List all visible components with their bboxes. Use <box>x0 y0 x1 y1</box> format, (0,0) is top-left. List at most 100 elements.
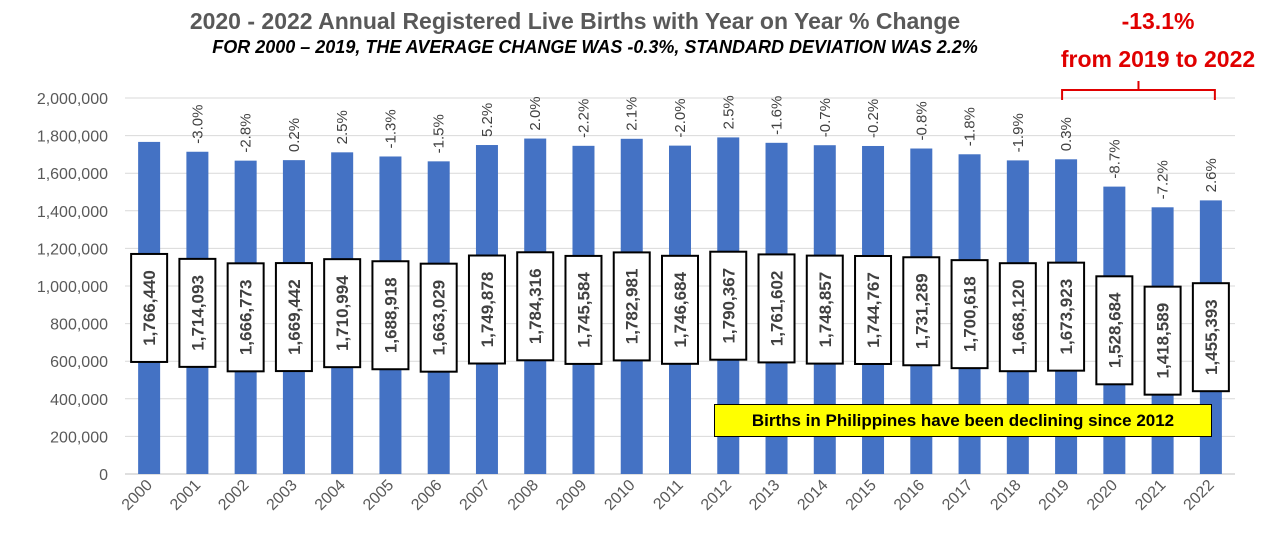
pct-change-label: -7.2% <box>1155 160 1172 199</box>
x-tick-label: 2003 <box>264 477 301 514</box>
pct-change-label: -0.8% <box>913 101 930 140</box>
value-label-box <box>178 257 217 368</box>
value-label: 1,700,618 <box>961 276 980 352</box>
x-tick-label: 2015 <box>843 477 880 514</box>
value-label-box <box>130 252 169 363</box>
pct-change-label: -2.2% <box>575 99 592 138</box>
pct-change-label: 0.3% <box>1058 117 1075 151</box>
value-label: 1,663,029 <box>430 280 449 356</box>
x-tick-label: 2022 <box>1181 477 1218 514</box>
pct-change-label: -2.8% <box>238 113 255 152</box>
pct-change-label: -0.7% <box>817 98 834 137</box>
value-label: 1,745,584 <box>574 272 593 348</box>
value-label-box <box>661 254 699 365</box>
value-label-box <box>950 259 989 370</box>
pct-change-label: 2.1% <box>624 97 641 131</box>
y-tick-label: 1,200,000 <box>37 241 108 258</box>
value-label-box <box>902 256 941 367</box>
value-label-box <box>1143 285 1182 396</box>
x-tick-label: 2002 <box>215 477 252 514</box>
value-label-box <box>1095 275 1134 386</box>
x-tick-label: 2013 <box>746 477 783 514</box>
callout-percent: -13.1% <box>1121 8 1195 34</box>
x-tick-label: 2007 <box>457 477 494 514</box>
x-axis: 2000 2001 2002 2003 2004 2005 2006 2007 2008 2009… <box>119 477 1218 514</box>
value-label: 1,784,316 <box>526 268 545 344</box>
y-tick-label: 800,000 <box>50 317 108 334</box>
value-label-box <box>323 258 362 369</box>
pct-change-label: 2.5% <box>334 110 351 144</box>
y-tick-label: 600,000 <box>50 354 108 371</box>
value-label-box <box>274 262 313 373</box>
x-tick-label: 2018 <box>987 477 1024 514</box>
y-axis: 0 200,000 400,000 600,000 800,000 1,000,000 1,… <box>37 91 108 484</box>
pct-change-label: -8.7% <box>1106 139 1123 178</box>
value-label: 1,782,981 <box>623 269 642 345</box>
value-label: 1,744,767 <box>864 272 883 348</box>
value-label: 1,749,878 <box>478 272 497 348</box>
value-label: 1,673,923 <box>1057 279 1076 355</box>
x-tick-label: 2014 <box>794 477 831 514</box>
value-label: 1,669,442 <box>285 279 304 355</box>
x-tick-label: 2001 <box>167 477 204 514</box>
chart-title: 2020 - 2022 Annual Registered Live Birth… <box>189 8 961 34</box>
value-label-box <box>516 251 555 362</box>
value-label-box <box>371 260 410 371</box>
value-label: 1,666,773 <box>237 280 256 356</box>
value-label-box <box>467 254 506 365</box>
x-tick-label: 2021 <box>1132 477 1169 514</box>
value-label-box <box>226 262 265 373</box>
value-label: 1,528,684 <box>1105 292 1124 368</box>
value-labels: 1,766,440 1,714,093 1,666,773 1,669,442 1,71… <box>130 250 1230 396</box>
value-label-box <box>709 250 748 361</box>
value-label: 1,714,093 <box>188 275 207 351</box>
value-label: 1,668,120 <box>1009 279 1028 355</box>
y-tick-label: 2,000,000 <box>37 91 108 108</box>
value-label: 1,455,393 <box>1202 299 1221 375</box>
value-label: 1,710,994 <box>333 275 352 351</box>
value-label-box <box>1047 261 1086 372</box>
value-label: 1,746,684 <box>671 271 690 347</box>
y-tick-label: 200,000 <box>50 429 108 446</box>
pct-change-label: 2.0% <box>527 96 544 130</box>
pct-change-label: -1.6% <box>769 96 786 135</box>
decline-note: Births in Philippines have been declinin… <box>714 404 1212 437</box>
value-label: 1,766,440 <box>140 270 159 346</box>
value-label-box <box>998 262 1037 373</box>
pct-change-label: -0.2% <box>865 99 882 138</box>
value-label-box <box>805 254 844 365</box>
pct-change-label: 5.2% <box>479 103 496 137</box>
bracket-line <box>1061 81 1216 100</box>
callout-bracket <box>1061 81 1216 100</box>
x-tick-label: 2016 <box>891 477 928 514</box>
y-tick-label: 1,400,000 <box>37 204 108 221</box>
x-tick-label: 2010 <box>601 477 638 514</box>
pct-change-label: -1.5% <box>431 114 448 153</box>
pct-change-labels: -3.0% -2.8% 0.2% 2.5% -1.3% -1.5% 5.2% 2.0% -2.2… <box>189 95 1219 199</box>
pct-change-label: 2.6% <box>1203 158 1220 192</box>
y-tick-label: 400,000 <box>50 392 108 409</box>
value-label: 1,790,367 <box>719 268 738 344</box>
value-label: 1,731,289 <box>912 273 931 349</box>
pct-change-label: -1.3% <box>382 109 399 148</box>
y-tick-label: 1,600,000 <box>37 166 108 183</box>
value-label: 1,688,918 <box>381 277 400 353</box>
pct-change-label: -3.0% <box>189 105 206 144</box>
value-label: 1,761,602 <box>768 271 787 347</box>
x-tick-label: 2020 <box>1084 477 1121 514</box>
pct-change-label: 2.5% <box>720 95 737 129</box>
value-label-box <box>854 254 893 365</box>
value-label-box <box>757 253 796 364</box>
chart-subtitle: FOR 2000 – 2019, THE AVERAGE CHANGE WAS … <box>212 37 978 57</box>
y-tick-label: 1,800,000 <box>37 129 108 146</box>
pct-change-label: -1.9% <box>1010 113 1027 152</box>
value-label-box <box>419 262 458 373</box>
pct-change-label: -2.0% <box>672 98 689 137</box>
y-tick-label: 1,000,000 <box>37 279 108 296</box>
x-tick-label: 2012 <box>698 477 735 514</box>
x-tick-label: 2008 <box>505 477 542 514</box>
x-tick-label: 2019 <box>1036 477 1073 514</box>
x-tick-label: 2011 <box>650 477 686 513</box>
value-label-box <box>1191 282 1230 393</box>
